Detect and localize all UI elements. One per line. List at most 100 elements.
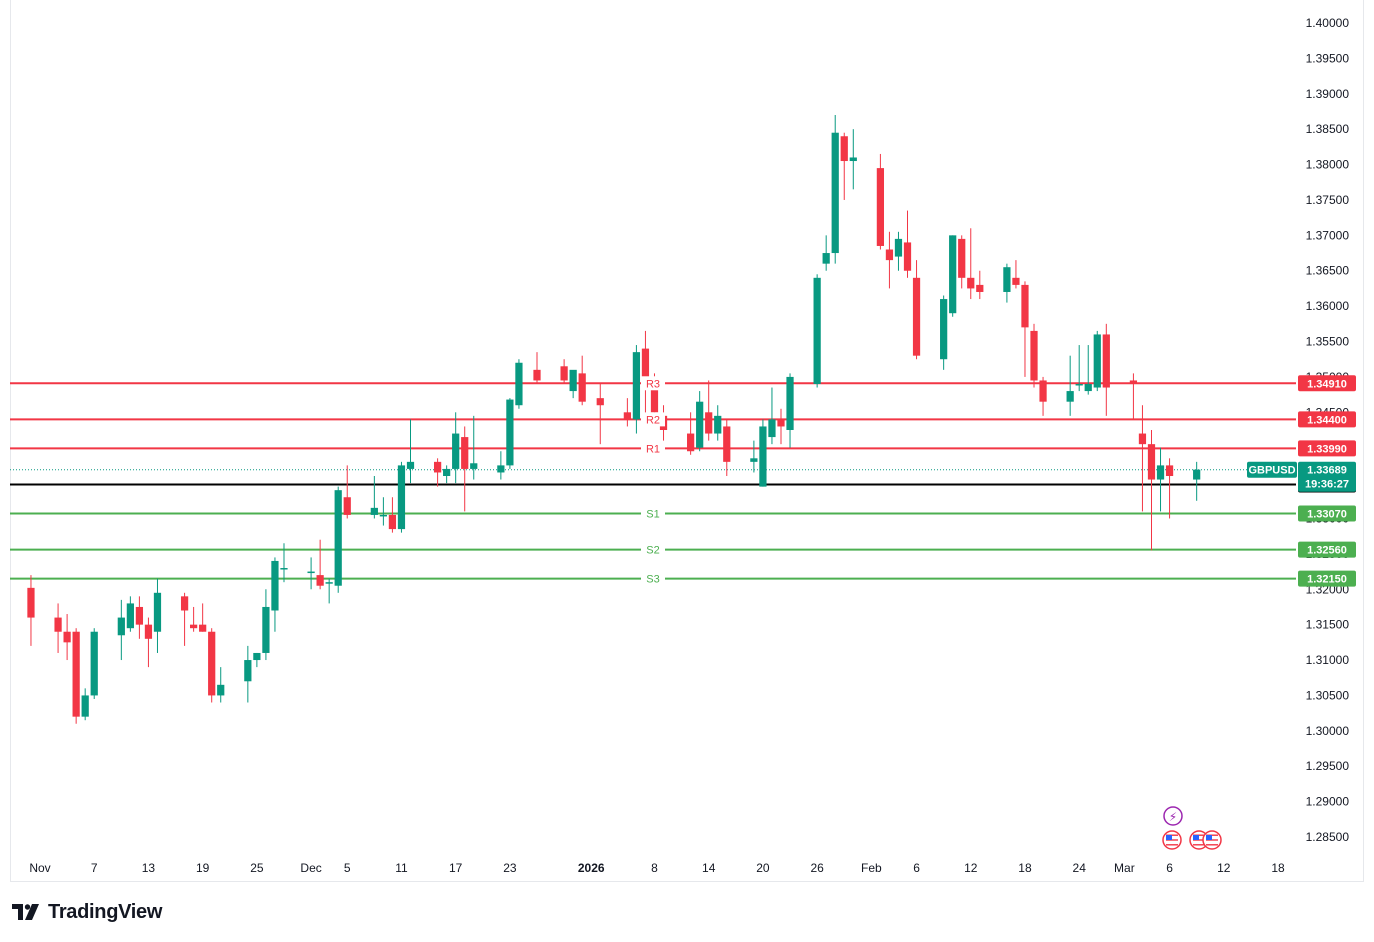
candle-body-down[interactable] bbox=[533, 369, 541, 381]
candle-body-up[interactable] bbox=[1003, 267, 1011, 292]
candle-body-up[interactable] bbox=[515, 362, 523, 406]
candle-body-up[interactable] bbox=[253, 652, 261, 661]
lightning-event-icon[interactable] bbox=[1163, 806, 1183, 826]
candle-body-down[interactable] bbox=[958, 238, 966, 278]
candle-body-up[interactable] bbox=[1193, 469, 1201, 480]
candle-body-up[interactable] bbox=[443, 468, 451, 477]
candle-body-down[interactable] bbox=[54, 617, 62, 632]
candle-body-up[interactable] bbox=[271, 560, 279, 611]
candle-body-up[interactable] bbox=[81, 695, 89, 717]
candle-body-up[interactable] bbox=[470, 463, 478, 469]
candle-body-down[interactable] bbox=[72, 631, 80, 717]
candle-body-up[interactable] bbox=[334, 490, 342, 586]
date-axis-label: Nov bbox=[29, 861, 50, 875]
candle-body-up[interactable] bbox=[940, 299, 948, 360]
candle-body-down[interactable] bbox=[27, 587, 35, 618]
candle-body-down[interactable] bbox=[876, 168, 885, 246]
candle-body-up[interactable] bbox=[126, 603, 134, 629]
date-axis-label: 26 bbox=[810, 861, 824, 875]
candle-body-up[interactable] bbox=[1156, 465, 1165, 480]
candle-body-up[interactable] bbox=[949, 235, 957, 314]
candle-body-down[interactable] bbox=[623, 412, 631, 420]
candle-body-up[interactable] bbox=[1075, 383, 1083, 386]
candle-body-down[interactable] bbox=[180, 596, 189, 611]
candle-body-down[interactable] bbox=[903, 242, 912, 271]
candle-body-up[interactable] bbox=[370, 507, 378, 515]
candle-body-up[interactable] bbox=[714, 415, 722, 434]
candle-body-up[interactable] bbox=[750, 458, 758, 462]
candle-body-down[interactable] bbox=[912, 277, 921, 356]
candle-body-up[interactable] bbox=[379, 514, 388, 517]
candle-body-down[interactable] bbox=[135, 606, 144, 625]
candle-body-down[interactable] bbox=[1165, 465, 1174, 477]
candle-body-down[interactable] bbox=[1030, 330, 1038, 381]
candle-body-down[interactable] bbox=[885, 249, 894, 261]
candle-body-up[interactable] bbox=[1066, 391, 1074, 402]
candle-body-down[interactable] bbox=[190, 624, 198, 629]
candle-body-up[interactable] bbox=[569, 369, 577, 392]
candle-body-down[interactable] bbox=[144, 624, 153, 639]
candle-body-up[interactable] bbox=[822, 253, 830, 264]
candle-body-up[interactable] bbox=[90, 631, 98, 696]
candle-body-up[interactable] bbox=[452, 433, 460, 469]
candle-body-up[interactable] bbox=[280, 568, 288, 570]
candle-body-up[interactable] bbox=[849, 157, 857, 162]
candle-body-up[interactable] bbox=[262, 606, 270, 653]
candle-body-down[interactable] bbox=[1147, 444, 1156, 480]
candle-body-up[interactable] bbox=[153, 592, 162, 632]
candle-body-up[interactable] bbox=[406, 461, 415, 469]
candle-body-down[interactable] bbox=[63, 631, 71, 643]
candle-body-up[interactable] bbox=[768, 419, 776, 438]
candle-body-down[interactable] bbox=[199, 624, 207, 632]
candle-body-down[interactable] bbox=[705, 412, 713, 434]
candle-body-up[interactable] bbox=[497, 465, 505, 473]
candle-body-up[interactable] bbox=[1093, 334, 1101, 388]
candle-body-up[interactable] bbox=[696, 401, 704, 448]
candle-body-down[interactable] bbox=[560, 366, 568, 381]
candle-body-down[interactable] bbox=[596, 398, 604, 406]
candle-body-down[interactable] bbox=[1039, 380, 1047, 402]
candle-body-up[interactable] bbox=[632, 352, 641, 420]
candle-body-up[interactable] bbox=[831, 132, 839, 254]
candle-body-down[interactable] bbox=[316, 575, 324, 586]
candle-body-down[interactable] bbox=[208, 631, 216, 696]
candle-body-up[interactable] bbox=[244, 660, 252, 682]
candle-body-down[interactable] bbox=[1012, 277, 1020, 285]
candle-body-up[interactable] bbox=[894, 238, 903, 257]
date-axis-label: 6 bbox=[1166, 861, 1173, 875]
candle-body-up[interactable] bbox=[813, 277, 821, 384]
candle-body-up[interactable] bbox=[217, 684, 225, 696]
chart-frame[interactable] bbox=[10, 0, 1364, 882]
candle-body-up[interactable] bbox=[759, 426, 767, 487]
symbol-chip[interactable] bbox=[1247, 461, 1297, 478]
candle-body-down[interactable] bbox=[388, 514, 397, 530]
candle-body-down[interactable] bbox=[687, 433, 695, 452]
candle-body-down[interactable] bbox=[650, 380, 659, 413]
candle-body-up[interactable] bbox=[397, 465, 406, 530]
candle-body-down[interactable] bbox=[723, 426, 731, 462]
price-chart[interactable]: 1.40000 1.39500 1.39000 1.38500 1.38000 1.375… bbox=[0, 0, 1374, 895]
price-tag-label: 1.32150 bbox=[1307, 574, 1347, 586]
candle-body-down[interactable] bbox=[840, 136, 848, 162]
level-label-bg bbox=[641, 542, 665, 557]
candle-body-down[interactable] bbox=[433, 461, 442, 473]
candle-body-up[interactable] bbox=[325, 582, 333, 584]
candle-body-down[interactable] bbox=[641, 348, 650, 381]
candle-body-down[interactable] bbox=[343, 497, 351, 515]
candle-body-down[interactable] bbox=[461, 437, 469, 469]
candle-body-down[interactable] bbox=[578, 373, 586, 402]
candle-body-up[interactable] bbox=[307, 571, 315, 574]
candle-body-down[interactable] bbox=[1138, 433, 1147, 445]
candle-body-down[interactable] bbox=[967, 277, 975, 289]
candle-body-up[interactable] bbox=[1084, 383, 1092, 392]
candle-body-down[interactable] bbox=[976, 284, 984, 292]
candle-body-up[interactable] bbox=[117, 617, 125, 636]
candle-body-up[interactable] bbox=[506, 399, 514, 466]
candle-body-down[interactable] bbox=[1129, 380, 1138, 384]
tradingview-logo-icon bbox=[12, 904, 39, 920]
candle-body-up[interactable] bbox=[786, 376, 794, 430]
candle-body-down[interactable] bbox=[1102, 334, 1110, 388]
candle-body-down[interactable] bbox=[1021, 284, 1029, 328]
candle-body-down[interactable] bbox=[777, 419, 785, 427]
brand[interactable]: TradingView bbox=[12, 899, 162, 925]
